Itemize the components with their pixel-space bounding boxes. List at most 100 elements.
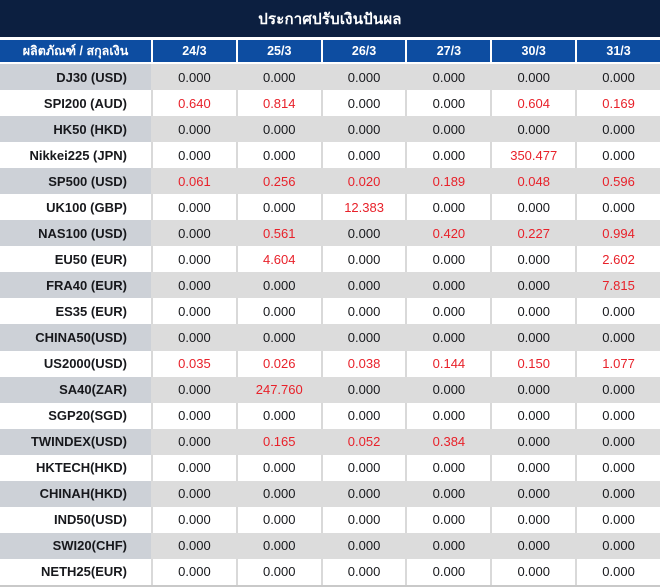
column-header-date: 31/3 <box>575 40 660 62</box>
dividend-value: 0.048 <box>490 168 576 195</box>
dividend-value: 0.000 <box>235 142 321 169</box>
product-label: SA40(ZAR) <box>0 376 151 403</box>
dividend-value: 0.000 <box>320 116 406 143</box>
table-row: SGP20(SGD) 0.000 0.000 0.000 0.000 0.000 0.000 <box>0 402 660 429</box>
dividend-value: 7.815 <box>575 272 660 299</box>
dividend-value: 0.000 <box>151 402 236 429</box>
dividend-value: 0.000 <box>151 272 236 299</box>
dividend-value: 0.000 <box>320 480 406 507</box>
dividend-value: 0.000 <box>575 298 660 325</box>
table-row: SWI20(CHF) 0.000 0.000 0.000 0.000 0.000 0.000 <box>0 532 660 559</box>
product-label: NAS100 (USD) <box>0 220 151 247</box>
dividend-value: 0.000 <box>320 402 406 429</box>
dividend-value: 0.000 <box>490 532 576 559</box>
dividend-value: 0.052 <box>320 428 406 455</box>
table-row: Nikkei225 (JPN) 0.000 0.000 0.000 0.000 350.4… <box>0 142 660 169</box>
dividend-value: 0.035 <box>151 350 236 377</box>
product-label: SPI200 (AUD) <box>43 95 127 111</box>
table-row: HKTECH(HKD) 0.000 0.000 0.000 0.000 0.000 0.00… <box>0 454 660 481</box>
dividend-value: 0.038 <box>320 350 406 377</box>
dividend-value: 0.000 <box>235 116 321 143</box>
dividend-value: 2.602 <box>575 246 660 273</box>
product-label: DJ30 (USD) <box>0 64 151 91</box>
dividend-value: 350.477 <box>490 142 575 169</box>
dividend-value: 0.150 <box>490 350 575 377</box>
table-row: TWINDEX(USD) 0.000 0.165 0.052 0.384 0.000 0.0… <box>0 428 660 455</box>
dividend-value: 0.000 <box>405 142 490 169</box>
dividend-value: 0.000 <box>151 480 236 507</box>
dividend-value: 0.000 <box>405 64 491 91</box>
dividend-value: 0.000 <box>490 428 576 455</box>
table-row: HK50 (HKD) 0.000 0.000 0.000 0.000 0.000 0.000 <box>0 116 660 143</box>
dividend-value: 0.000 <box>151 220 236 247</box>
dividend-value: 0.000 <box>151 116 236 143</box>
dividend-value: 0.000 <box>405 376 491 403</box>
dividend-value: 0.000 <box>575 142 660 169</box>
dividend-value: 12.383 <box>320 194 406 221</box>
dividend-value: 0.000 <box>405 272 491 299</box>
product-label: ES35 (EUR) <box>55 303 127 319</box>
dividend-value: 0.000 <box>405 480 491 507</box>
dividend-value: 0.026 <box>235 350 321 377</box>
product-label: TWINDEX(USD) <box>0 428 151 455</box>
dividend-value: 0.000 <box>320 64 406 91</box>
dividend-value: 1.077 <box>575 350 660 377</box>
dividend-value: 0.000 <box>405 298 490 325</box>
dividend-value: 0.000 <box>320 506 406 533</box>
dividend-value: 0.189 <box>405 168 491 195</box>
dividend-value: 0.000 <box>575 558 660 585</box>
dividend-value: 0.000 <box>575 376 660 403</box>
dividend-value: 0.000 <box>575 428 660 455</box>
dividend-value: 0.000 <box>320 376 406 403</box>
table-row: NAS100 (USD) 0.000 0.561 0.000 0.420 0.227 0.9… <box>0 220 660 247</box>
dividend-value: 0.000 <box>575 454 660 481</box>
dividend-value: 0.000 <box>151 142 236 169</box>
dividend-value: 0.000 <box>235 272 321 299</box>
product-label: Nikkei225 (JPN) <box>29 147 127 163</box>
table-row: UK100 (GBP) 0.000 0.000 12.383 0.000 0.000 0.0… <box>0 194 660 221</box>
dividend-value: 0.000 <box>575 194 660 221</box>
dividend-value: 0.000 <box>490 64 576 91</box>
column-header-date: 24/3 <box>151 40 236 62</box>
dividend-value: 0.000 <box>151 64 236 91</box>
column-header-date: 27/3 <box>405 40 491 62</box>
dividend-value: 0.000 <box>575 64 660 91</box>
dividend-value: 0.000 <box>235 324 321 351</box>
dividend-value: 0.000 <box>575 116 660 143</box>
dividend-value: 0.000 <box>151 376 236 403</box>
table-header-row: ผลิตภัณฑ์ / สกุลเงิน 24/3 25/3 26/3 27/3 30/… <box>0 40 660 62</box>
dividend-value: 0.000 <box>320 220 406 247</box>
table-row: SP500 (USD) 0.061 0.256 0.020 0.189 0.048 0.59… <box>0 168 660 195</box>
dividend-value: 0.000 <box>490 116 576 143</box>
dividend-value: 0.000 <box>575 506 660 533</box>
dividend-value: 0.994 <box>575 220 660 247</box>
table-title-bar: ประกาศปรับเงินปันผล <box>0 0 660 37</box>
table-row: FRA40 (EUR) 0.000 0.000 0.000 0.000 0.000 7.81… <box>0 272 660 299</box>
dividend-value: 0.000 <box>235 298 321 325</box>
table-body: DJ30 (USD) 0.000 0.000 0.000 0.000 0.000 0.000… <box>0 64 660 585</box>
dividend-value: 4.604 <box>235 246 321 273</box>
product-label: US2000(USD) <box>43 356 127 372</box>
dividend-value: 0.561 <box>235 220 321 247</box>
dividend-value: 0.000 <box>235 454 321 481</box>
dividend-value: 0.000 <box>490 402 575 429</box>
product-label: FRA40 (EUR) <box>0 272 151 299</box>
dividend-value: 0.000 <box>151 324 236 351</box>
product-label: CHINAH(HKD) <box>0 480 151 507</box>
dividend-value: 0.000 <box>490 454 575 481</box>
dividend-value: 0.814 <box>235 90 321 117</box>
dividend-value: 0.000 <box>151 428 236 455</box>
dividend-value: 0.384 <box>405 428 491 455</box>
dividend-value: 0.000 <box>151 194 236 221</box>
dividend-value: 0.420 <box>405 220 491 247</box>
dividend-value: 0.000 <box>490 298 575 325</box>
product-label: HK50 (HKD) <box>0 116 151 143</box>
table-row: EU50 (EUR) 0.000 4.604 0.000 0.000 0.000 2.602 <box>0 246 660 273</box>
dividend-value: 0.000 <box>405 116 491 143</box>
product-label: IND50(USD) <box>54 512 127 528</box>
dividend-value: 0.000 <box>405 532 491 559</box>
product-label: HKTECH(HKD) <box>36 460 127 476</box>
dividend-value: 0.000 <box>320 246 406 273</box>
product-label: EU50 (EUR) <box>54 251 127 267</box>
product-label: SGP20(SGD) <box>48 408 127 424</box>
